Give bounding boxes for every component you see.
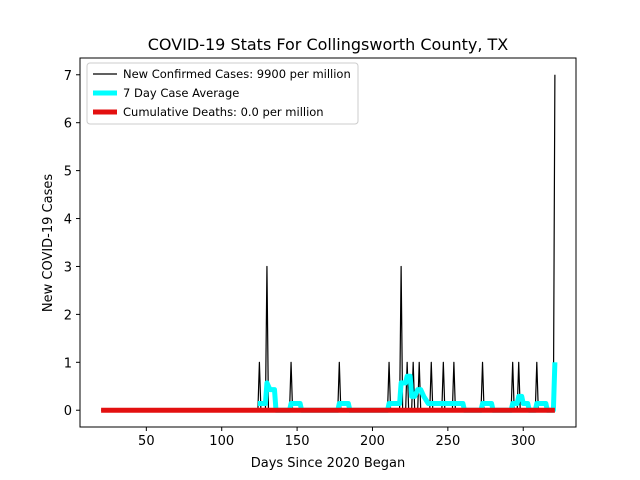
y-tick-label: 5	[64, 165, 72, 180]
y-tick-label: 3	[64, 260, 72, 275]
plot-lines	[101, 74, 558, 413]
y-tick-label: 4	[64, 213, 72, 228]
x-axis-label: Days Since 2020 Began	[251, 456, 406, 471]
y-tick-label: 1	[64, 356, 72, 371]
x-tick-label: 100	[209, 434, 234, 449]
legend-label-deaths: Cumulative Deaths: 0.0 per million	[123, 105, 324, 119]
x-axis: 50 100 150 200 250 300	[138, 427, 536, 449]
y-axis-label: New COVID-19 Cases	[41, 174, 56, 312]
y-tick-label: 7	[64, 69, 72, 84]
legend-label-cases: New Confirmed Cases: 9900 per million	[123, 67, 351, 81]
y-tick-label: 2	[64, 308, 72, 323]
series-line-0	[101, 74, 556, 411]
x-tick-label: 200	[360, 434, 385, 449]
x-tick-label: 150	[285, 434, 310, 449]
plot-frame	[79, 57, 577, 428]
legend: New Confirmed Cases: 9900 per million 7 …	[86, 62, 359, 125]
y-tick-label: 6	[64, 117, 72, 132]
y-axis: 0 1 2 3 4 5 6 7	[64, 69, 80, 419]
x-tick-label: 300	[511, 434, 536, 449]
x-tick-label: 50	[138, 434, 155, 449]
legend-label-average: 7 Day Case Average	[123, 86, 239, 100]
chart-title: COVID-19 Stats For Collingsworth County,…	[148, 35, 509, 54]
y-tick-label: 0	[64, 404, 72, 419]
legend-box	[86, 62, 359, 125]
x-tick-label: 250	[435, 434, 460, 449]
